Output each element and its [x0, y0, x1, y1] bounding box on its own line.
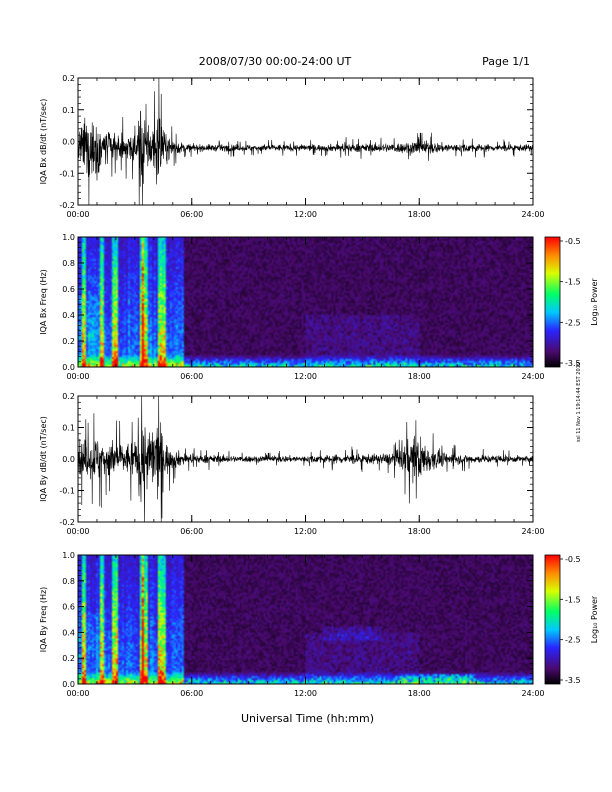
x-tick-label: 12:00	[294, 527, 317, 536]
colorbar	[544, 554, 561, 685]
y-tick-label: 0.0	[62, 363, 75, 372]
y-axis-label: IQA Bx Freq (Hz)	[39, 269, 48, 335]
y-tick-label: 0.1	[62, 106, 75, 115]
x-tick-label: 12:00	[294, 372, 317, 381]
panel-bx-spectrogram: 00:00 06:00 12:00 18:00 24:00 1.0 0.8 0.6 0.4 0.2…	[39, 233, 545, 381]
x-tick-label: 06:00	[180, 210, 203, 219]
y-tick-label: 0.2	[62, 74, 75, 83]
y-tick-label: -0.2	[59, 518, 75, 527]
y-tick-label: 0.2	[62, 337, 75, 346]
colorbar-tick-label: -0.5	[565, 555, 581, 564]
x-tick-label: 00:00	[66, 372, 89, 381]
waveform-series-line	[77, 77, 534, 206]
y-tick-label: 0.6	[62, 285, 75, 294]
y-tick-label: 1.0	[62, 551, 75, 560]
side-annotation: ssl 11 Nov 1 19:14:44 EST 2019	[576, 362, 582, 442]
x-tick-label: 06:00	[180, 372, 203, 381]
colorbar-tick-label: -2.5	[565, 636, 581, 645]
x-tick-label: 00:00	[66, 689, 89, 698]
x-tick-label: 18:00	[408, 527, 431, 536]
colorbar-tick-label: -3.5	[565, 359, 581, 368]
panel-by-spectrogram: 00:00 06:00 12:00 18:00 24:00 1.0 0.8 0.6 0.4 0.2…	[39, 551, 545, 725]
y-tick-label: 0.8	[62, 259, 75, 268]
axes-frame	[77, 395, 534, 523]
y-axis-label: IQA By Freq (Hz)	[39, 587, 48, 653]
x-tick-label: 12:00	[294, 689, 317, 698]
y-tick-label: 0.6	[62, 603, 75, 612]
x-tick-label: 24:00	[521, 689, 544, 698]
page-title: 2008/07/30 00:00-24:00 UT	[199, 55, 352, 68]
y-tick-label: 0.0	[62, 138, 75, 147]
spectrogram-image	[78, 555, 533, 684]
panel-by-waveform: 00:00 06:00 12:00 18:00 24:00 0.2 0.1 0.0 -0.1 -0…	[39, 392, 545, 536]
colorbar	[544, 236, 561, 368]
y-tick-label: 0.8	[62, 577, 75, 586]
y-tick-label: -0.1	[59, 169, 75, 178]
colorbar-label: Log₁₀ Power	[590, 595, 599, 643]
x-tick-label: 24:00	[521, 372, 544, 381]
y-tick-label: 0.4	[62, 628, 75, 637]
y-tick-label: 0.0	[62, 680, 75, 689]
colorbar-tick-label: -1.5	[565, 595, 581, 604]
y-tick-label: 0.4	[62, 311, 75, 320]
x-tick-label: 00:00	[66, 210, 89, 219]
colorbar-tick-label: -1.5	[565, 278, 581, 287]
y-axis-label: IQA Bx dB/dt (nT/sec)	[39, 99, 48, 185]
x-tick-label: 12:00	[294, 210, 317, 219]
colorbar-label: Log₁₀ Power	[590, 278, 599, 326]
y-tick-label: 0.2	[62, 392, 75, 401]
colorbar-tick-label: -3.5	[565, 676, 581, 685]
colorbar-tick-label: -0.5	[565, 237, 581, 246]
y-tick-label: 0.1	[62, 424, 75, 433]
axes-frame	[77, 554, 534, 685]
axes-frame	[77, 77, 534, 206]
x-tick-label: 18:00	[408, 210, 431, 219]
x-tick-label: 06:00	[180, 527, 203, 536]
x-tick-label: 18:00	[408, 689, 431, 698]
y-axis-label: IQA By dB/dt (nT/sec)	[39, 416, 48, 502]
y-tick-label: -0.2	[59, 201, 75, 210]
y-tick-label: 1.0	[62, 233, 75, 242]
x-tick-label: 18:00	[408, 372, 431, 381]
waveform-series-line	[77, 395, 534, 523]
x-tick-label: 00:00	[66, 527, 89, 536]
spectrogram-image	[78, 237, 533, 367]
panel-bx-waveform: 00:00 06:00 12:00 18:00 24:00 0.2 0.1 0.0 -0.1 -0…	[39, 74, 545, 219]
colorbar-tick-label: -2.5	[565, 318, 581, 327]
y-tick-label: -0.1	[59, 487, 75, 496]
axes-frame	[77, 236, 534, 368]
x-tick-label: 24:00	[521, 527, 544, 536]
plot-panels: 00:00 06:00 12:00 18:00 24:00 0.2 0.1 0.0 -0.1 -0…	[39, 74, 599, 725]
y-tick-label: 0.2	[62, 654, 75, 663]
x-tick-label: 24:00	[521, 210, 544, 219]
x-axis-label: Universal Time (hh:mm)	[241, 712, 374, 725]
x-tick-label: 06:00	[180, 689, 203, 698]
page-number: Page 1/1	[482, 55, 530, 68]
y-tick-label: 0.0	[62, 455, 75, 464]
